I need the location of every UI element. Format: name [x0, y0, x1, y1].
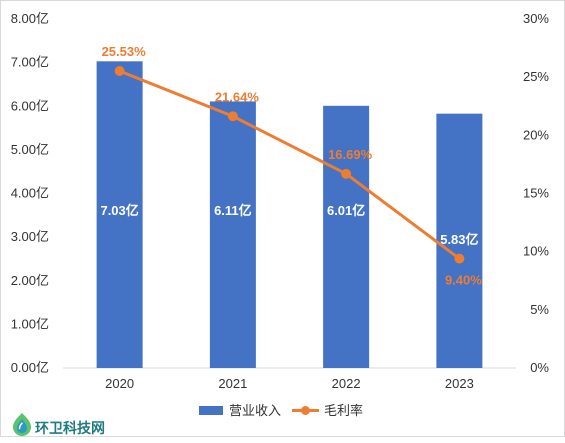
revenue-data-label: 5.83亿 [440, 232, 478, 247]
left-axis-tick-label: 2.00亿 [11, 273, 49, 288]
legend-label-margin: 毛利率 [324, 403, 363, 418]
right-axis-tick-label: 10% [523, 244, 549, 259]
line-layer [114, 66, 465, 264]
margin-data-label: 9.40% [445, 273, 482, 288]
left-axis-tick-label: 6.00亿 [11, 98, 49, 113]
revenue-bar [436, 113, 483, 368]
left-axis-tick-label: 5.00亿 [11, 142, 49, 157]
left-axis-tick-label: 8.00亿 [11, 11, 49, 26]
margin-data-label: 21.64% [215, 89, 260, 104]
axes-layer: 0.00亿 1.00亿 2.00亿 3.00亿 4.00亿 5.00亿 6.00亿 7.00亿… [11, 11, 550, 391]
x-axis-tick-label: 2020 [105, 376, 134, 391]
bar-labels-layer: 7.03亿 6.11亿 6.01亿 5.83亿 [100, 203, 478, 247]
leaf-drop-icon [13, 413, 31, 436]
revenue-bar [96, 61, 143, 368]
right-axis-tick-label: 20% [523, 127, 549, 142]
left-axis-tick-label: 4.00亿 [11, 186, 49, 201]
right-axis-tick-label: 5% [530, 302, 549, 317]
margin-point [227, 111, 238, 122]
right-axis-tick-label: 25% [523, 69, 549, 84]
right-axis-tick-label: 15% [523, 186, 549, 201]
legend-swatch-revenue [199, 406, 223, 415]
legend-label-revenue: 营业收入 [229, 403, 281, 418]
revenue-bar [323, 105, 370, 368]
margin-data-label: 16.69% [328, 147, 373, 162]
margin-line [118, 69, 461, 261]
x-axis-tick-label: 2022 [332, 376, 361, 391]
left-axis-tick-label: 0.00亿 [11, 360, 49, 375]
left-axis-tick-label: 1.00亿 [11, 316, 49, 331]
bars-layer [96, 61, 483, 369]
margin-point [454, 253, 465, 264]
leaf-drop-icon-inner [17, 419, 27, 433]
watermark-text: 环卫科技网 [35, 420, 105, 436]
x-axis-tick-label: 2021 [218, 376, 247, 391]
revenue-data-label: 6.11亿 [214, 203, 252, 218]
right-axis-tick-label: 30% [523, 11, 549, 26]
revenue-bar [209, 101, 256, 369]
margin-point [114, 66, 125, 77]
margin-data-label: 25.53% [102, 44, 147, 59]
left-axis-tick-label: 7.00亿 [11, 55, 49, 70]
line-labels-layer: 25.53% 21.64% 16.69% 9.40% [102, 44, 483, 288]
x-axis-tick-label: 2023 [445, 376, 474, 391]
revenue-data-label: 6.01亿 [327, 203, 365, 218]
right-axis-tick-label: 0% [530, 360, 549, 375]
revenue-data-label: 7.03亿 [100, 203, 138, 218]
watermark: 环卫科技网 [13, 413, 105, 436]
legend: 营业收入 毛利率 [199, 403, 363, 418]
margin-point [341, 168, 352, 179]
leaf-drop-icon-shine [18, 422, 23, 430]
left-axis-tick-label: 3.00亿 [11, 229, 49, 244]
legend-swatch-margin-marker [301, 406, 310, 415]
